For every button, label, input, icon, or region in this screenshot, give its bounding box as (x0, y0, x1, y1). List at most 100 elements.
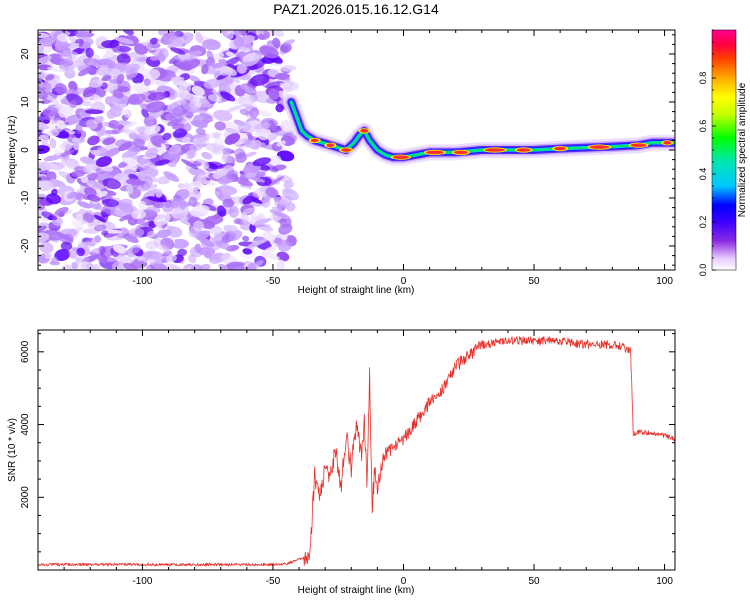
noise-blob (134, 43, 149, 55)
noise-blob (170, 76, 185, 81)
noise-blob (259, 45, 279, 59)
noise-blob (202, 39, 221, 51)
noise-blob (268, 30, 284, 37)
noise-blob (43, 211, 50, 218)
noise-blob (198, 237, 215, 248)
noise-blob (181, 102, 201, 113)
spectrogram-y-label: Frequency (Hz) (7, 116, 18, 185)
noise-blob (177, 248, 187, 257)
noise-blob (49, 137, 57, 149)
noise-blob (242, 235, 250, 242)
noise-blob (108, 119, 120, 129)
noise-blob (249, 73, 270, 87)
noise-blob (57, 163, 66, 169)
snr-line (38, 336, 675, 567)
noise-blob (64, 114, 82, 126)
spectrogram-y-tick-label: -20 (20, 238, 31, 253)
noise-blob (116, 53, 131, 65)
noise-blob (220, 252, 231, 261)
noise-blob (153, 200, 165, 209)
ridge-peak (630, 143, 647, 147)
noise-blob (118, 141, 133, 152)
noise-blob (38, 176, 52, 182)
noise-blob (212, 132, 221, 140)
noise-blob (238, 94, 254, 108)
colorbar-tick-label: 0.6 (698, 120, 708, 133)
noise-blob (126, 183, 134, 195)
noise-blob (114, 255, 134, 263)
noise-blob (146, 196, 167, 203)
noise-blob (213, 109, 233, 122)
noise-blob (249, 223, 256, 233)
noise-blob (94, 235, 102, 243)
noise-blob (162, 201, 174, 213)
noise-blob (38, 180, 53, 192)
noise-blob (72, 141, 80, 151)
noise-blob (60, 157, 79, 168)
ridge-peak (554, 146, 567, 151)
spectrogram-y-tick-label: -10 (20, 190, 31, 205)
noise-blob (47, 122, 63, 133)
noise-blob (203, 78, 221, 89)
noise-blob (242, 248, 253, 255)
snr-y-tick-label: 2000 (20, 486, 31, 509)
noise-blob (242, 195, 255, 205)
noise-blob (143, 116, 155, 127)
noise-blob (120, 129, 137, 134)
noise-blob (267, 176, 285, 187)
noise-blob (235, 152, 248, 163)
noise-blob (275, 104, 284, 113)
noise-blob (171, 197, 185, 207)
noise-blob (75, 192, 84, 202)
noise-blob (282, 188, 299, 201)
noise-blob (228, 230, 243, 242)
noise-blob (177, 183, 185, 189)
noise-blob (253, 122, 272, 130)
noise-blob (265, 187, 279, 198)
noise-blob (109, 68, 121, 77)
noise-blob (193, 220, 205, 232)
ridge-peak (453, 150, 468, 155)
noise-blob (99, 65, 109, 71)
noise-blob (60, 264, 74, 270)
noise-blob (273, 196, 281, 202)
noise-blob (85, 180, 105, 190)
noise-blob (172, 123, 185, 130)
ridge-peak (392, 155, 409, 159)
noise-blob (172, 128, 188, 138)
noise-blob (101, 230, 109, 236)
noise-blob (47, 178, 66, 188)
ridge-peak (589, 145, 610, 149)
ridge-peak (425, 150, 444, 155)
noise-blob (71, 170, 85, 178)
noise-blob (236, 63, 247, 74)
noise-blob (145, 147, 159, 158)
spectrogram-x-tick-label: -100 (132, 276, 152, 287)
noise-blob (146, 69, 161, 80)
noise-blob (246, 151, 257, 157)
noise-blob (44, 252, 53, 259)
noise-blob (66, 65, 75, 75)
noise-blob (60, 241, 73, 251)
noise-blob (38, 225, 47, 234)
noise-blob (188, 196, 198, 207)
noise-blob (242, 53, 261, 67)
noise-blob (81, 100, 92, 107)
noise-blob (39, 241, 54, 254)
noise-blob (45, 74, 55, 81)
noise-blob (50, 129, 60, 137)
colorbar-tick-label: 0.4 (698, 168, 708, 181)
noise-blob (92, 59, 107, 66)
noise-blob (268, 89, 280, 100)
colorbar-tick-label: 0.0 (698, 264, 708, 277)
noise-blob (179, 199, 187, 210)
noise-blob (71, 137, 80, 144)
noise-blob (145, 206, 161, 213)
noise-blob (227, 170, 239, 180)
noise-blob (85, 47, 94, 58)
colorbar: 0.0 0.2 0.4 0.6 0.8 Normalized spectral ampl… (698, 29, 748, 277)
noise-blob (219, 91, 236, 102)
noise-blob (89, 79, 104, 88)
snr-y-tick-label: 6000 (20, 340, 31, 363)
noise-blob (62, 140, 73, 150)
